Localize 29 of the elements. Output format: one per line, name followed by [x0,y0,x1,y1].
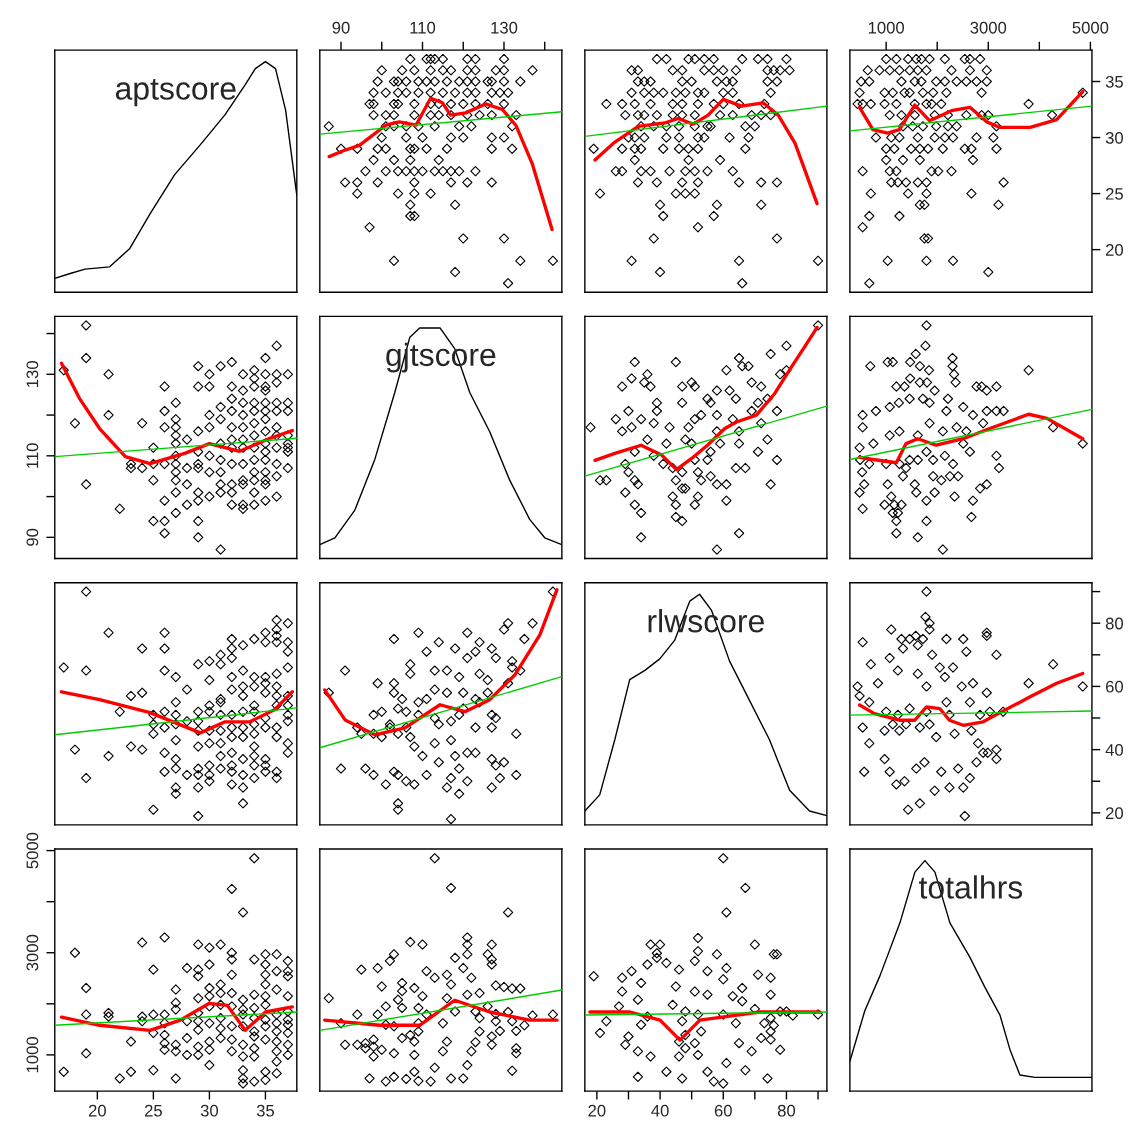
x-tick-label: 1000 [868,21,905,34]
y-tick-label: 25 [1105,187,1123,200]
x-tick-label: 25 [144,1104,162,1117]
y-tick-label: 5000 [26,832,39,869]
x-tick-label: 130 [491,21,518,34]
x-tick-label: 3000 [970,21,1007,34]
y-tick-label: 35 [1105,75,1123,88]
chart-title: aptscore [115,78,236,107]
x-tick-label: 110 [410,21,436,34]
x-tick-label: 60 [714,1104,732,1117]
x-tick-label: 90 [332,21,350,34]
x-tick-label: 20 [88,1104,106,1117]
x-tick-label: 80 [777,1104,796,1117]
x-tick-label: 30 [200,1104,219,1117]
y-tick-label: 20 [1105,807,1124,820]
y-tick-label: 130 [26,361,39,387]
y-tick-label: 90 [26,528,39,546]
x-tick-label: 40 [651,1104,669,1117]
x-tick-label: 20 [588,1104,606,1117]
y-tick-label: 30 [1105,131,1124,144]
y-tick-label: 40 [1105,744,1124,756]
y-tick-label: 3000 [26,934,39,971]
y-tick-label: 60 [1105,680,1124,693]
x-tick-label: 35 [256,1104,275,1117]
x-tick-label: 5000 [1072,21,1109,34]
y-tick-label: 110 [26,443,39,468]
y-tick-label: 80 [1105,617,1124,630]
y-tick-label: 1000 [26,1037,39,1073]
y-tick-label: 20 [1105,244,1124,256]
